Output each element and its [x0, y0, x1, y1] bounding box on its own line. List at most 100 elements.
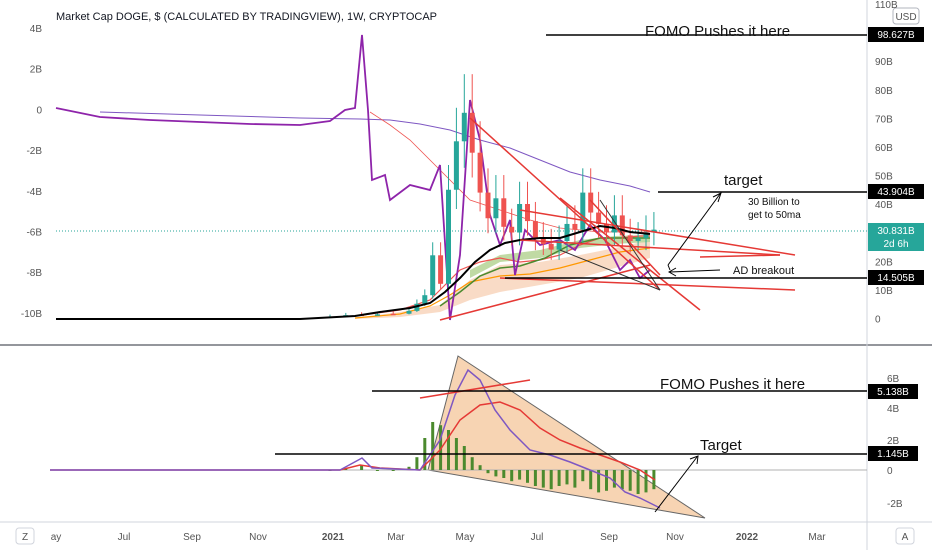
currency-button-label: USD — [895, 12, 916, 23]
histogram-bar — [541, 470, 545, 488]
candle[interactable] — [525, 181, 530, 236]
histogram-bar — [597, 470, 601, 493]
histogram-bar — [486, 470, 490, 474]
candle[interactable] — [501, 175, 507, 241]
time-axis-tick: Sep — [183, 532, 201, 543]
candle[interactable] — [390, 311, 396, 316]
svg-text:14.505B: 14.505B — [877, 273, 915, 284]
histogram-bar — [533, 470, 537, 486]
oscillator-axis-right[interactable]: 6B 4B 2B 0 -2B — [887, 374, 903, 510]
candle[interactable] — [548, 228, 554, 260]
histogram-bar — [510, 470, 514, 482]
oscillator-signal-red — [50, 401, 656, 481]
histogram-bar — [431, 422, 435, 470]
svg-text:43.904B: 43.904B — [877, 187, 915, 198]
histogram-bar — [478, 465, 482, 470]
histogram-bar — [636, 470, 640, 494]
price-label-current[interactable]: 30.831B 2d 6h — [868, 223, 924, 251]
time-axis-tick: 2022 — [736, 532, 759, 543]
time-axis-tick: 2021 — [322, 532, 345, 543]
price-axis-tick: 40B — [875, 200, 893, 211]
histogram-bar — [407, 466, 411, 470]
auto-scale-button[interactable]: A — [895, 527, 915, 545]
left-axis-tick: 4B — [30, 24, 43, 35]
price-axis-tick: 70B — [875, 114, 893, 125]
trendlines-price[interactable] — [439, 117, 796, 321]
histogram-bar — [502, 470, 506, 478]
candle[interactable] — [469, 74, 475, 178]
candle[interactable] — [619, 195, 625, 248]
candle[interactable] — [651, 212, 657, 246]
left-axis-tick: 0 — [36, 105, 42, 116]
oscillator-label-top[interactable]: 5.138B — [868, 384, 918, 399]
candle[interactable] — [564, 205, 570, 253]
candle[interactable] — [477, 121, 483, 212]
candle[interactable] — [596, 191, 602, 239]
histogram-bar — [573, 470, 577, 488]
candle[interactable] — [588, 168, 594, 229]
target-arrow — [667, 192, 722, 271]
candle[interactable] — [422, 289, 428, 306]
histogram-bar — [360, 465, 364, 470]
oscillator-label-target[interactable]: 1.145B — [868, 446, 918, 461]
time-axis-tick: Jul — [118, 532, 131, 543]
candle[interactable] — [493, 175, 499, 234]
svg-text:Z: Z — [22, 532, 28, 543]
candle[interactable] — [430, 242, 436, 299]
oscillator-axis-tick: 0 — [887, 466, 893, 477]
price-label-support[interactable]: 14.505B — [868, 270, 924, 285]
svg-text:5.138B: 5.138B — [877, 387, 909, 398]
target-annotation: target — [724, 172, 763, 189]
price-label-top[interactable]: 98.627B — [868, 27, 924, 42]
price-axis-left: 4B 2B 0 -2B -4B -6B -8B -10B — [21, 24, 43, 320]
candle[interactable] — [485, 168, 491, 234]
candle[interactable] — [611, 195, 617, 246]
histogram-bar — [439, 425, 443, 470]
candle[interactable] — [604, 205, 609, 246]
oscillator-trend-red[interactable] — [419, 379, 531, 399]
price-axis-tick: 110B — [875, 0, 898, 11]
ma-ribbon-fill — [355, 240, 650, 319]
candle[interactable] — [532, 201, 538, 251]
oscillator-target-arrow — [654, 455, 699, 513]
oscillator-axis-tick: 2B — [887, 436, 900, 447]
candle[interactable] — [446, 164, 451, 289]
left-axis-tick: -8B — [26, 268, 42, 279]
price-axis-tick: 20B — [875, 257, 893, 268]
price-axis-tick: 10B — [875, 286, 893, 297]
currency-button[interactable] — [892, 7, 920, 25]
price-label-target[interactable]: 43.904B — [868, 184, 924, 199]
log-scale-button[interactable]: Z — [15, 527, 35, 545]
histogram-bar — [628, 470, 632, 491]
histogram-bar — [494, 470, 498, 477]
histogram-bar — [557, 470, 561, 486]
wedge-lines-price[interactable] — [559, 199, 661, 291]
price-axis-tick: 0 — [875, 315, 881, 326]
histogram-bar — [581, 470, 585, 482]
time-axis-tick: Nov — [249, 532, 267, 543]
svg-text:30.831B: 30.831B — [877, 226, 915, 237]
histogram-bar — [644, 470, 648, 493]
left-axis-tick: -2B — [26, 146, 42, 157]
histogram-bar — [612, 470, 616, 488]
candle[interactable] — [461, 74, 467, 168]
candle[interactable] — [453, 107, 459, 209]
oscillator-axis-tick: 4B — [887, 404, 900, 415]
svg-text:1.145B: 1.145B — [877, 449, 909, 460]
left-axis-tick: 2B — [30, 65, 43, 76]
candle[interactable] — [509, 208, 515, 246]
candle[interactable] — [517, 181, 523, 246]
histogram-bar — [415, 457, 419, 470]
bar-countdown: 2d 6h — [883, 239, 908, 250]
time-axis-tick: Jul — [531, 532, 544, 543]
candle[interactable] — [572, 205, 578, 243]
candle[interactable] — [438, 242, 444, 289]
time-axis-tick: Sep — [600, 532, 618, 543]
oscillator-axis-tick: -2B — [887, 499, 903, 510]
billion-annotation-1: 30 Billion to — [748, 197, 800, 208]
histogram-bar — [391, 470, 395, 471]
billion-annotation-2: get to 50ma — [748, 210, 801, 221]
time-axis[interactable]: ay Jul Sep Nov 2021 Mar May Jul Sep Nov 2022 Mar — [51, 532, 827, 543]
time-axis-tick: ay — [51, 532, 62, 543]
